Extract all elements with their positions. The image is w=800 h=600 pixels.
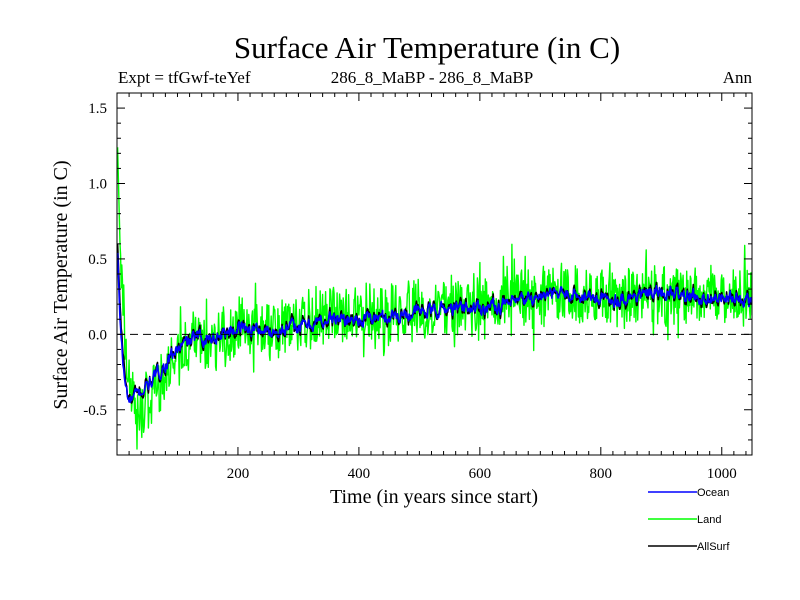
chart-title: Surface Air Temperature (in C) bbox=[234, 30, 620, 65]
series-lines bbox=[117, 147, 752, 450]
legend-label-allsurf: AllSurf bbox=[697, 541, 730, 553]
y-tick-label: 1.0 bbox=[88, 177, 107, 193]
y-tick-label: 1.5 bbox=[88, 101, 107, 117]
series-line-land bbox=[117, 147, 752, 450]
series-line-ocean bbox=[117, 252, 752, 404]
x-tick-label: 1000 bbox=[707, 466, 737, 482]
y-tick-label: -0.5 bbox=[83, 403, 107, 419]
y-axis-label: Surface Air Temperature (in C) bbox=[50, 160, 72, 409]
chart-subtitle-right: Ann bbox=[723, 68, 753, 87]
x-axis-label: Time (in years since start) bbox=[330, 486, 538, 508]
x-tick-label: 600 bbox=[469, 466, 492, 482]
plot-frame bbox=[116, 92, 753, 456]
y-tick-label: 0.0 bbox=[88, 327, 107, 343]
x-tick-label: 200 bbox=[227, 466, 250, 482]
x-tick-label: 400 bbox=[348, 466, 371, 482]
legend-label-land: Land bbox=[697, 514, 721, 526]
chart-subtitle-center: 286_8_MaBP - 286_8_MaBP bbox=[331, 68, 533, 87]
x-tick-label: 800 bbox=[590, 466, 613, 482]
y-tick-label: 0.5 bbox=[88, 252, 107, 268]
chart-subtitle-left: Expt = tfGwf-teYef bbox=[118, 68, 251, 87]
legend-label-ocean: Ocean bbox=[697, 487, 729, 499]
plot-area: 200 400 600 800 1000 -0.5 0.0 0.5 1.0 1.5 bbox=[83, 92, 753, 482]
legend: Ocean Land AllSurf bbox=[648, 487, 730, 553]
